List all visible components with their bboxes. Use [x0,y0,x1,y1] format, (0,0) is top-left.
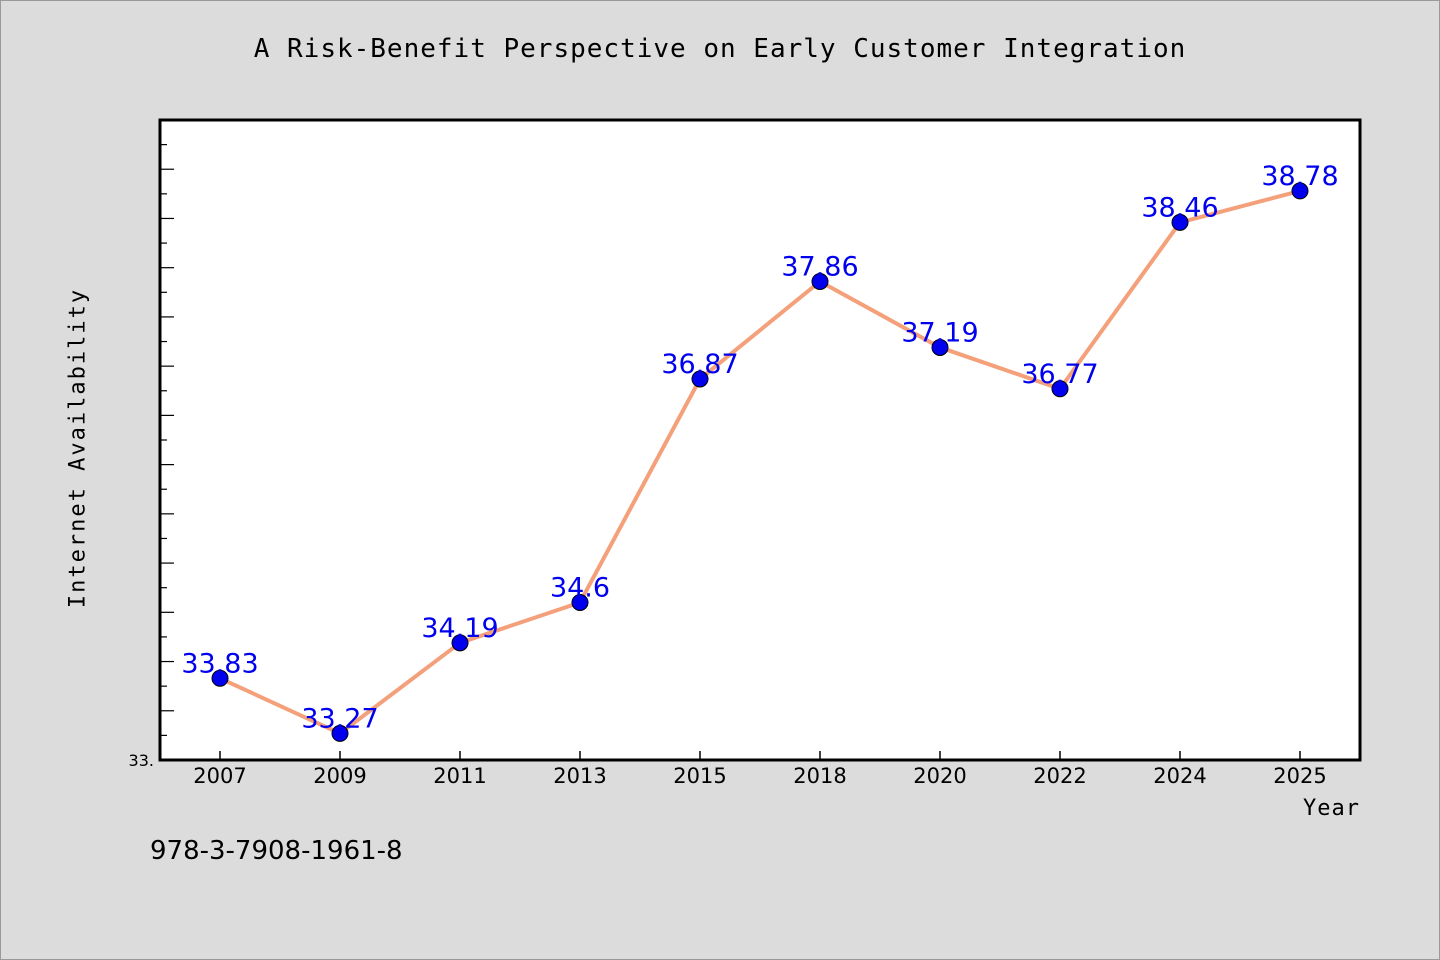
x-tick-label: 2015 [673,764,726,788]
x-tick-label: 2022 [1033,764,1086,788]
chart-title: A Risk-Benefit Perspective on Early Cust… [253,34,1187,64]
data-label: 34.19 [421,613,498,644]
data-point [451,634,469,652]
data-label: 33.27 [301,703,378,734]
data-label: 36.87 [661,349,738,380]
data-point [331,724,349,742]
data-point [1171,213,1189,231]
data-point [691,370,709,388]
data-label: 37.86 [781,251,858,282]
isbn-footer: 978-3-7908-1961-8 [150,836,403,866]
data-label: 34.6 [550,572,610,603]
x-axis-label: Year [1303,796,1360,821]
x-tick-label: 2009 [313,764,366,788]
data-point [571,593,589,611]
x-tick-label: 2018 [793,764,846,788]
x-tick-label: 2020 [913,764,966,788]
data-label: 33.83 [181,648,258,679]
x-tick-label: 2024 [1153,764,1206,788]
data-point [931,338,949,356]
data-point [811,272,829,290]
x-tick-label: 2007 [193,764,246,788]
series-line [219,188,1301,736]
y-tick-label: 33. [129,751,154,770]
data-point [211,669,229,687]
plot-border [158,118,1362,762]
x-tick-label: 2025 [1273,764,1326,788]
data-label: 38.46 [1141,192,1218,223]
data-point [1291,182,1309,200]
x-tick-label: 2013 [553,764,606,788]
plot-area [160,120,1360,760]
data-label: 36.77 [1021,359,1098,390]
data-label: 38.78 [1261,161,1338,192]
data-point [1051,380,1069,398]
data-label: 37.19 [901,317,978,348]
x-tick-label: 2011 [433,764,486,788]
